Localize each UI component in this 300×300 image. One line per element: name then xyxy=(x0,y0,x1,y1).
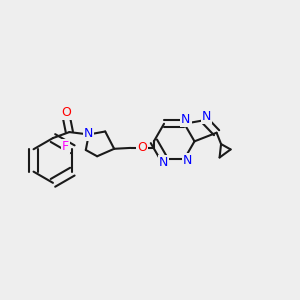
Text: F: F xyxy=(62,140,69,153)
Text: N: N xyxy=(202,110,211,123)
Text: O: O xyxy=(137,141,147,154)
Text: O: O xyxy=(61,106,71,119)
Text: N: N xyxy=(181,113,190,126)
Text: N: N xyxy=(183,154,193,167)
Text: N: N xyxy=(84,127,94,140)
Text: N: N xyxy=(159,156,168,169)
